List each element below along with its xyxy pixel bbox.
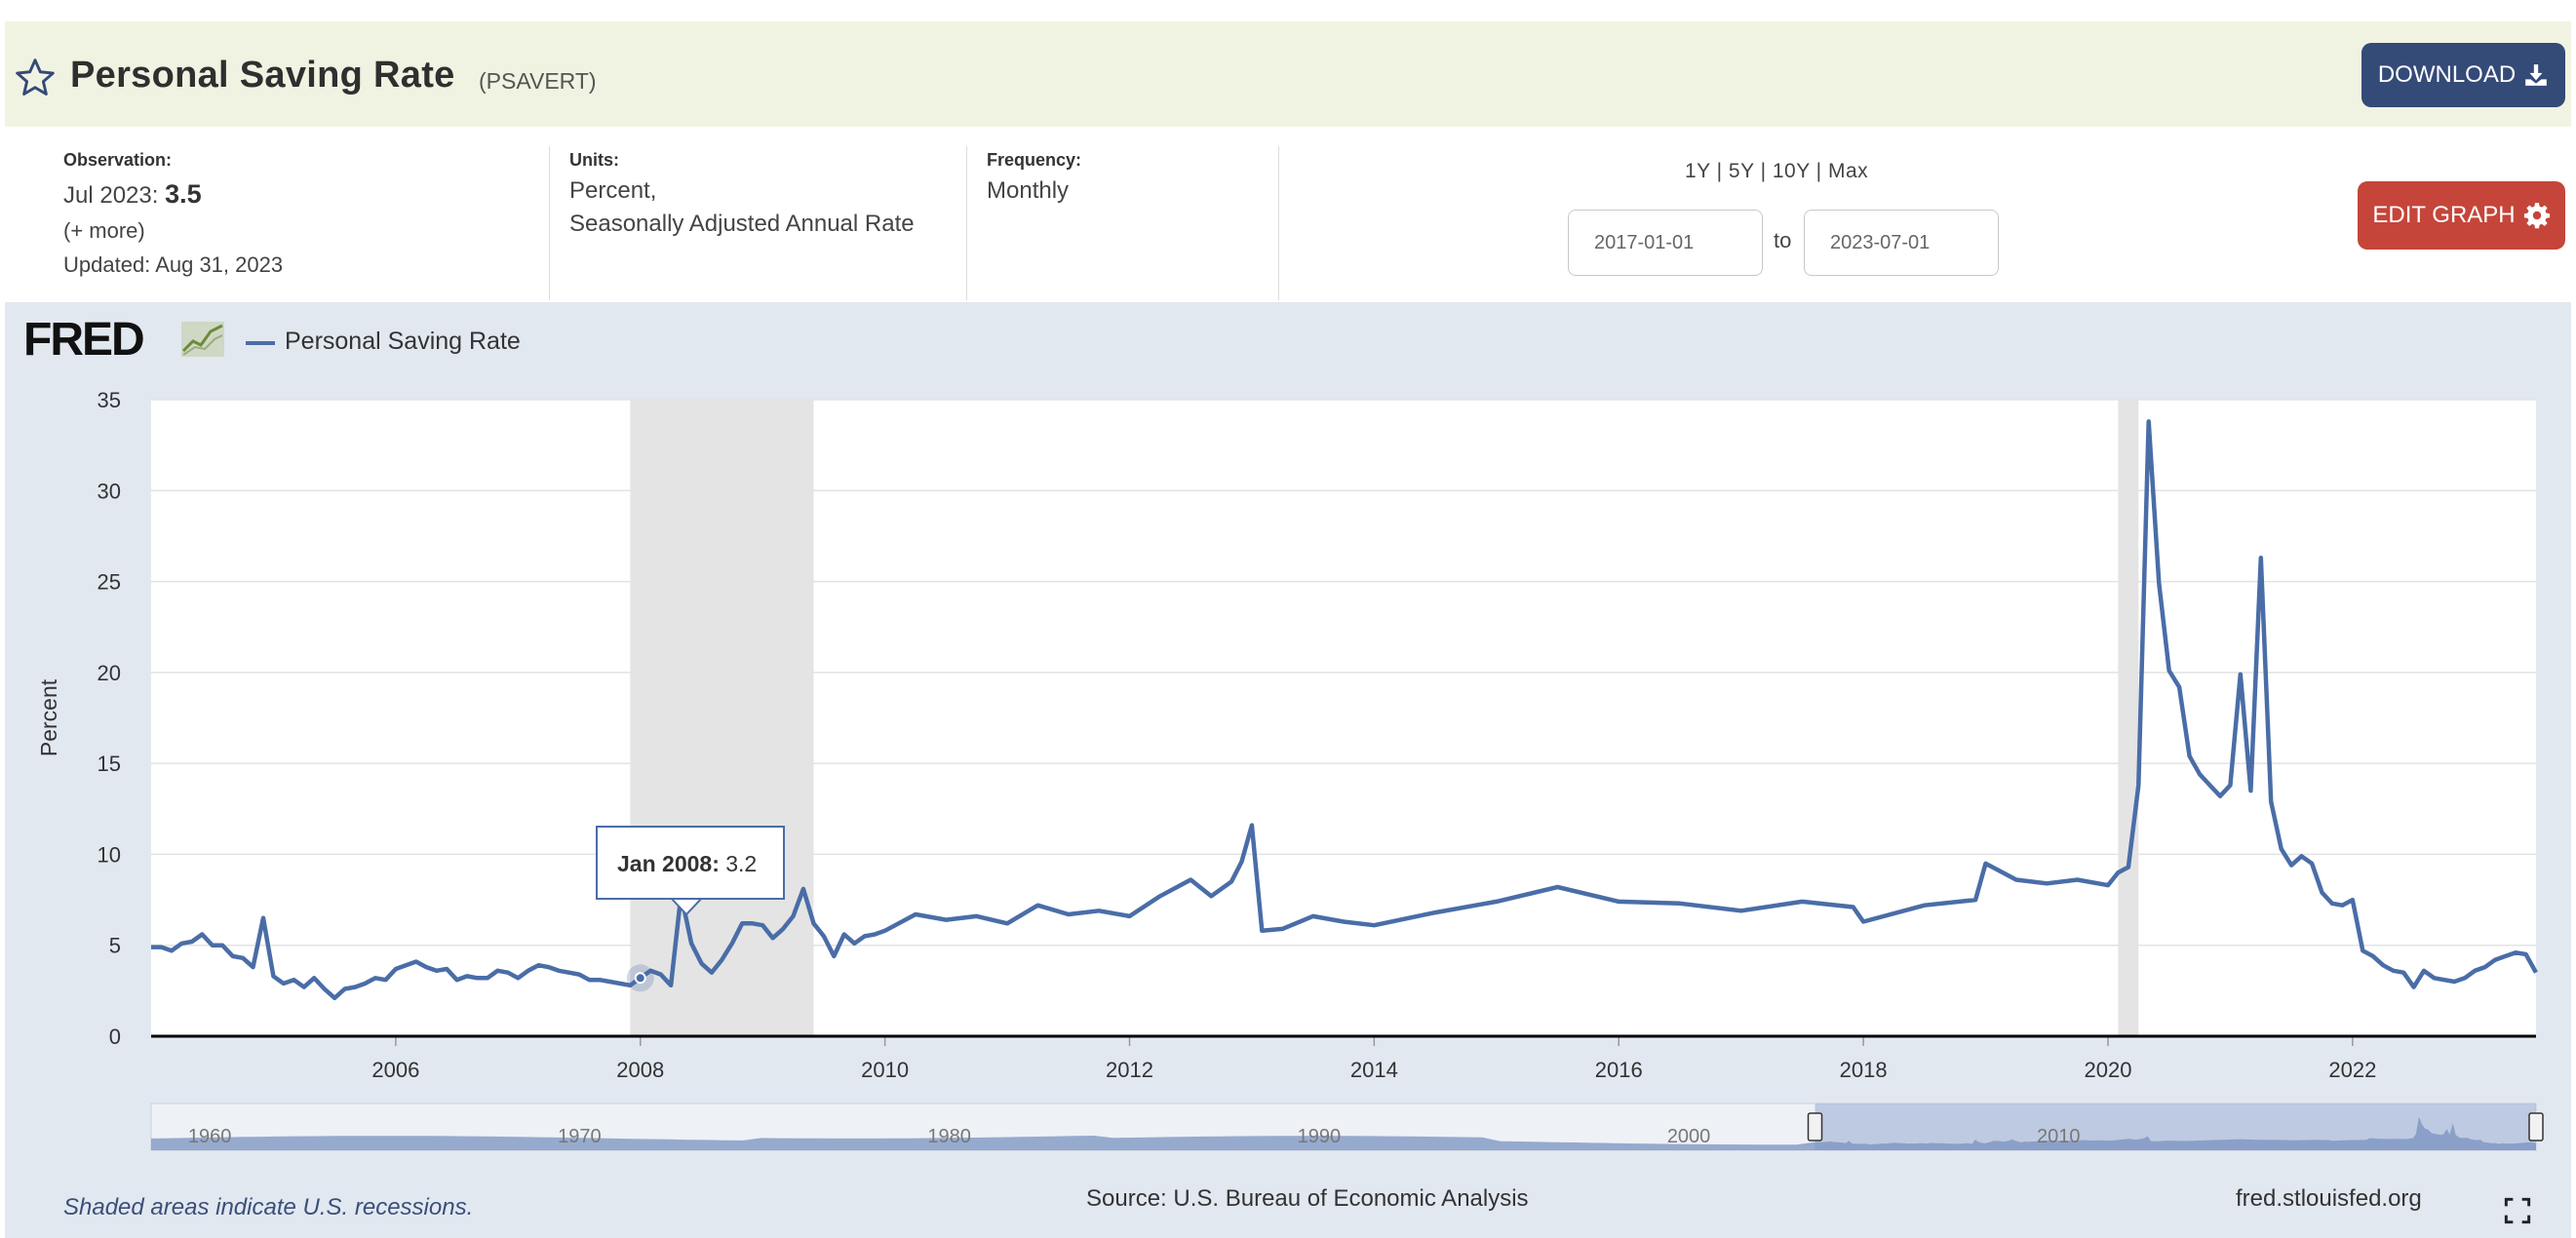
y-tick-label: 30 — [98, 479, 121, 503]
start-date-input[interactable]: 2017-01-01 — [1568, 210, 1763, 276]
x-tick-label: 2012 — [1106, 1058, 1153, 1082]
y-tick-label: 35 — [98, 388, 121, 412]
chart-tooltip: Jan 2008: 3.2 — [596, 826, 785, 900]
y-axis-label: Percent — [36, 678, 61, 756]
x-tick-label: 2016 — [1595, 1058, 1643, 1082]
navigator-label: 1990 — [1298, 1126, 1342, 1147]
plot-area — [151, 400, 2536, 1036]
fullscreen-icon[interactable] — [2504, 1197, 2531, 1224]
navigator-handle[interactable] — [1807, 1112, 1823, 1141]
units-line1: Percent, — [569, 177, 657, 204]
y-tick-label: 0 — [109, 1025, 121, 1049]
navigator-area — [151, 1116, 2536, 1150]
navigator-label: 1970 — [558, 1126, 602, 1147]
star-icon[interactable] — [14, 57, 57, 99]
x-tick-label: 2010 — [861, 1058, 909, 1082]
info-bar — [5, 127, 2571, 302]
top-strip — [0, 0, 2576, 21]
legend-label: Personal Saving Rate — [285, 328, 521, 355]
tooltip-date: Jan 2008: — [617, 851, 720, 876]
frequency-value: Monthly — [987, 177, 1070, 204]
edit-graph-label: EDIT GRAPH — [2372, 202, 2516, 228]
x-tick-label: 2018 — [1840, 1058, 1888, 1082]
navigator-label: 1980 — [927, 1126, 971, 1147]
tooltip-value: 3.2 — [725, 851, 758, 876]
y-tick-label: 5 — [109, 934, 121, 958]
download-icon — [2525, 64, 2548, 86]
download-button[interactable]: DOWNLOAD — [2361, 43, 2565, 107]
navigator-label: 2000 — [1667, 1126, 1711, 1147]
updated-date: Updated: Aug 31, 2023 — [63, 252, 284, 277]
recession-band — [630, 400, 814, 1036]
end-date-input[interactable]: 2023-07-01 — [1804, 210, 1999, 276]
x-tick-label: 2022 — [2328, 1058, 2376, 1082]
y-tick-label: 10 — [98, 842, 121, 867]
divider — [549, 146, 550, 300]
gear-icon — [2523, 203, 2550, 229]
observation-date: Jul 2023: — [63, 182, 159, 209]
fred-logo: FRED — [23, 314, 224, 363]
navigator-handle[interactable] — [2528, 1112, 2544, 1141]
series-id: (PSAVERT) — [479, 68, 597, 94]
y-tick-label: 15 — [98, 752, 121, 776]
download-label: DOWNLOAD — [2377, 61, 2517, 88]
x-tick-label: 2020 — [2084, 1058, 2131, 1082]
recession-note: Shaded areas indicate U.S. recessions. — [63, 1194, 474, 1220]
to-label: to — [1774, 228, 1792, 252]
svg-text:FRED: FRED — [23, 314, 143, 363]
recession-band — [2118, 400, 2139, 1036]
units-label: Units: — [569, 150, 619, 170]
legend-swatch — [246, 341, 275, 345]
observation-value: Jul 2023: 3.5 — [63, 179, 202, 210]
x-tick-label: 2014 — [1350, 1058, 1398, 1082]
x-tick-label: 2006 — [371, 1058, 419, 1082]
units-line2: Seasonally Adjusted Annual Rate — [569, 211, 915, 237]
observation-number: 3.5 — [165, 179, 202, 209]
frequency-label: Frequency: — [987, 150, 1082, 170]
navigator-label: 2010 — [2037, 1126, 2081, 1147]
header-bar — [5, 21, 2571, 127]
observation-label: Observation: — [63, 150, 173, 170]
y-tick-label: 20 — [98, 661, 121, 685]
divider — [1278, 146, 1279, 300]
hover-point — [634, 972, 646, 985]
fred-url[interactable]: fred.stlouisfed.org — [2236, 1185, 2422, 1212]
x-tick-label: 2008 — [616, 1058, 664, 1082]
source-text: Source: U.S. Bureau of Economic Analysis — [1086, 1185, 1529, 1212]
range-selector[interactable]: 1Y | 5Y | 10Y | Max — [1685, 160, 1869, 182]
y-tick-label: 25 — [98, 570, 121, 595]
navigator-label: 1960 — [188, 1126, 232, 1147]
page-title: Personal Saving Rate — [70, 55, 455, 96]
edit-graph-button[interactable]: EDIT GRAPH — [2358, 181, 2565, 250]
divider — [966, 146, 967, 300]
series-line — [151, 419, 2538, 1001]
more-link[interactable]: (+ more) — [63, 218, 145, 243]
